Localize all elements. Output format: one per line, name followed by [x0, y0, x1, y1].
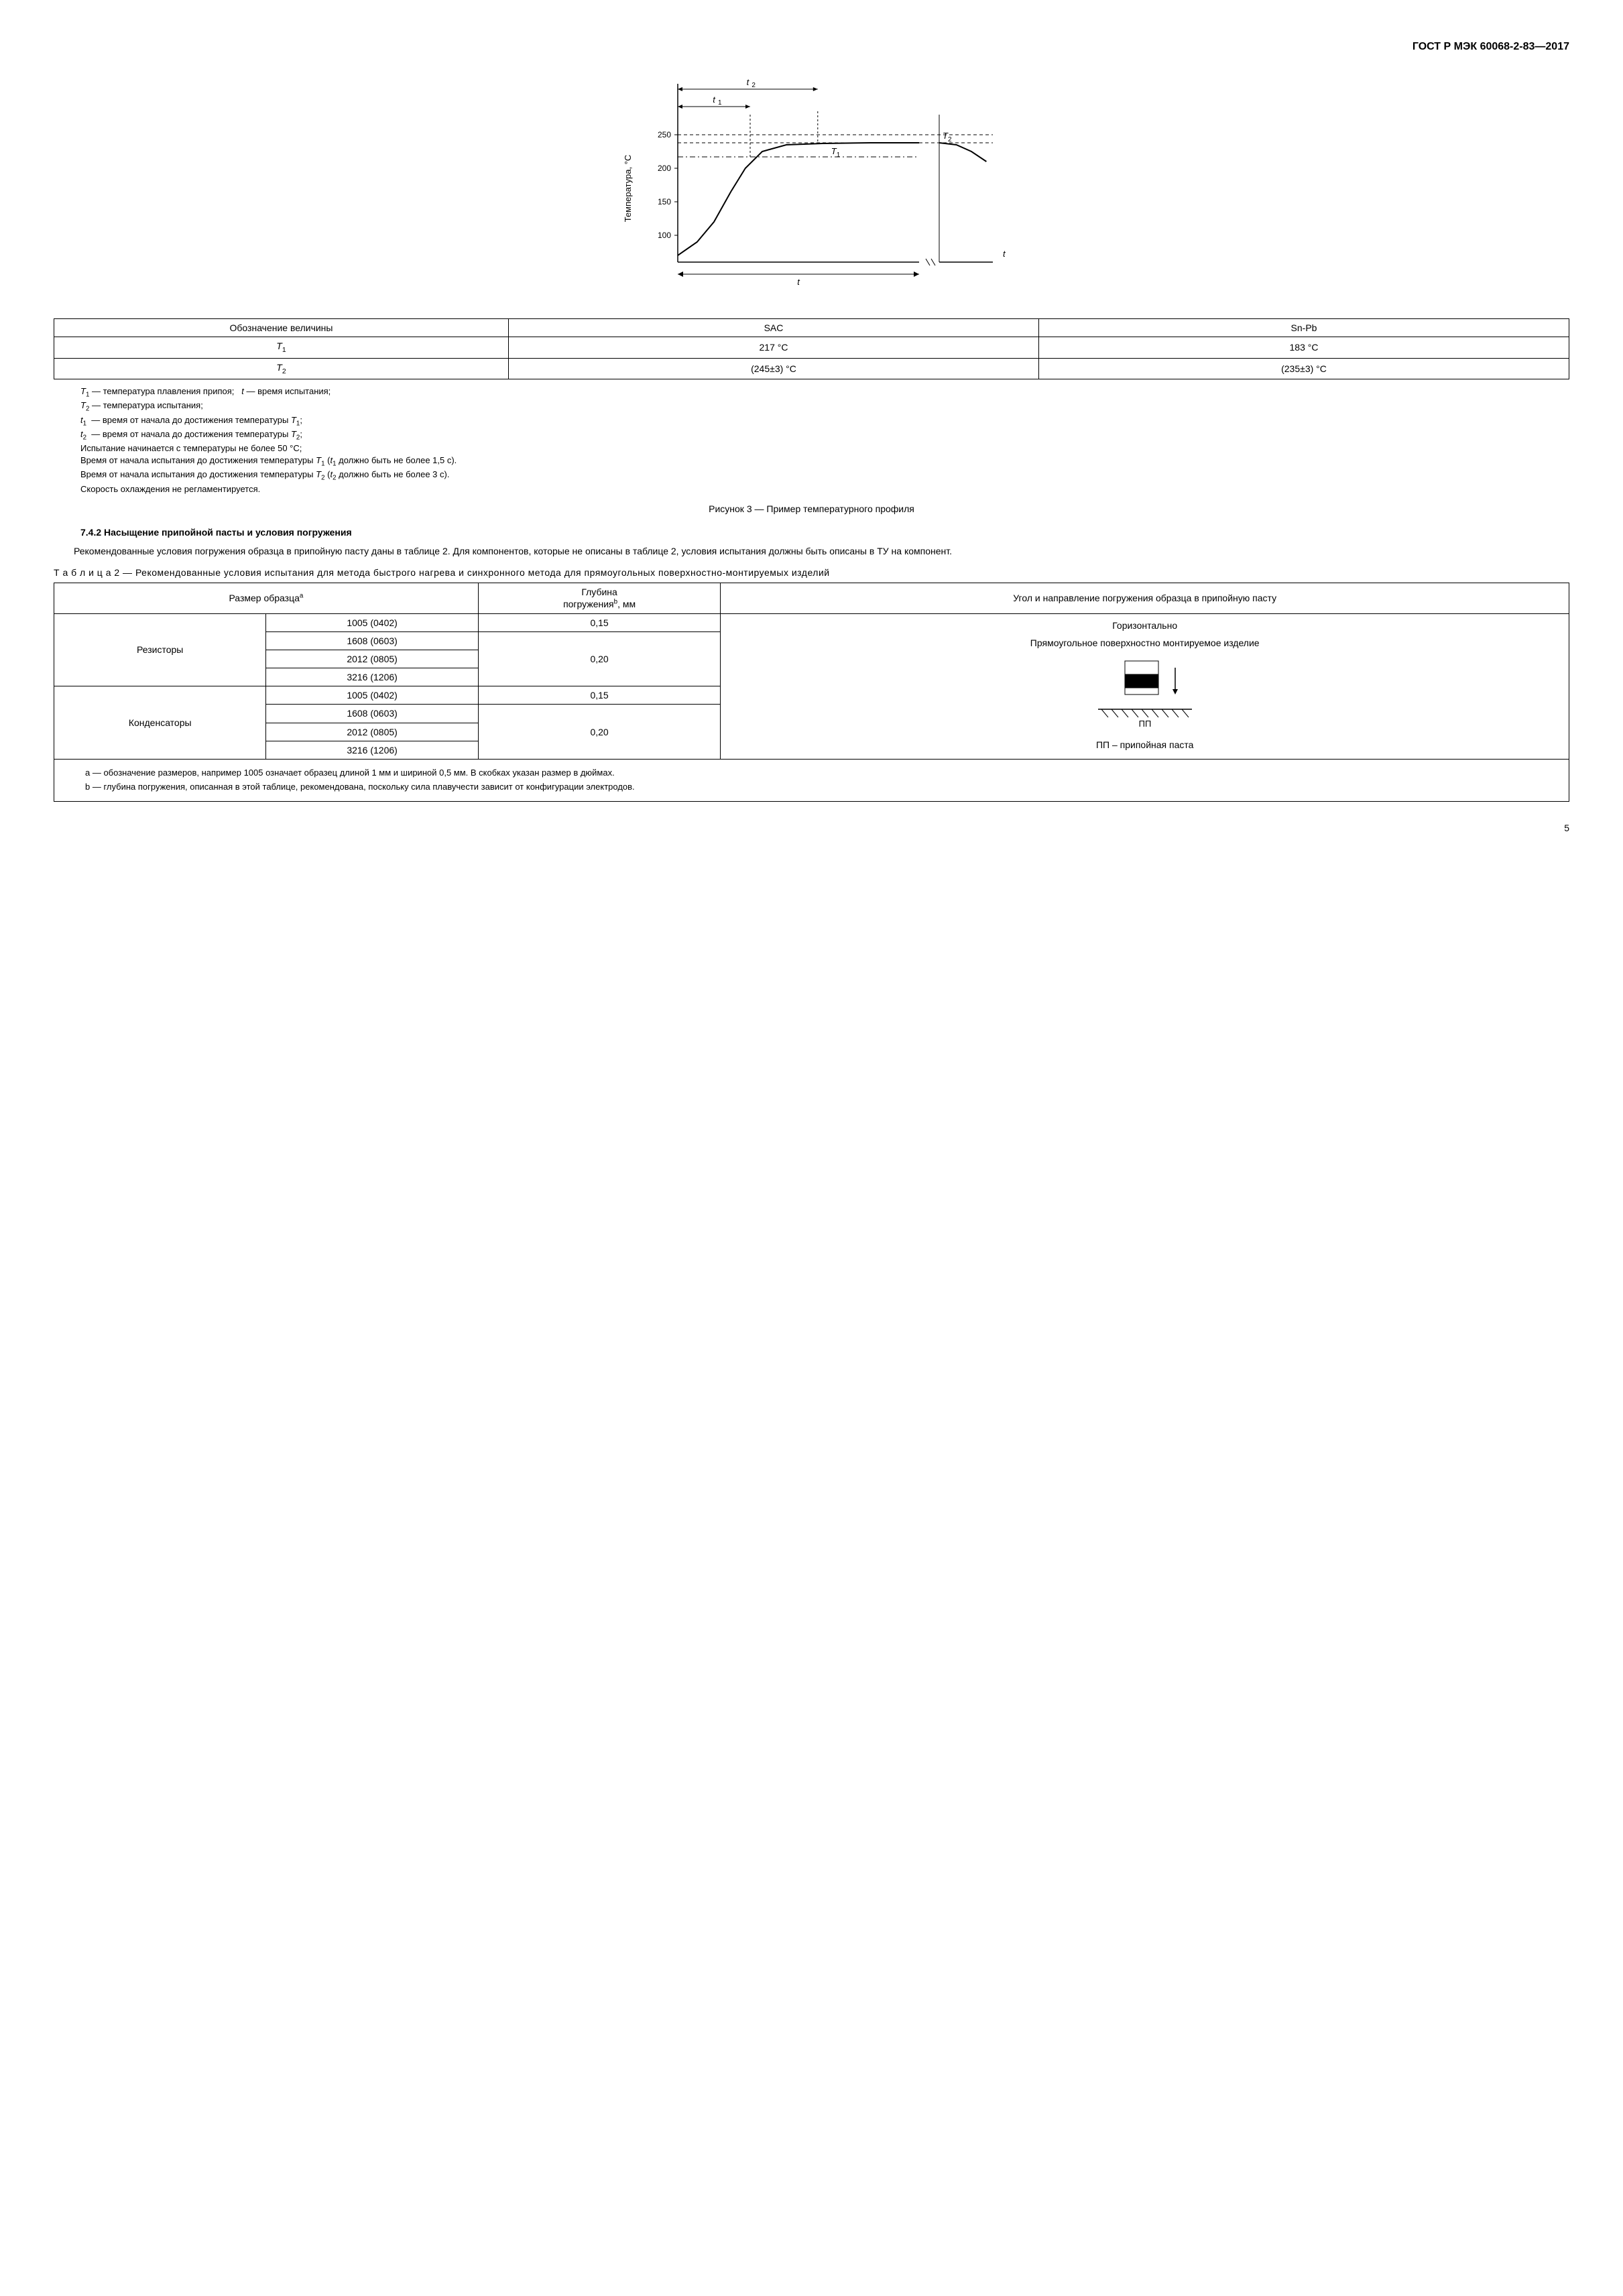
cell: 183 °С — [1039, 337, 1569, 358]
legend-line: t2 — время от начала до достижения темпе… — [80, 429, 1569, 442]
table-footnotes: a — обозначение размеров, например 1005 … — [54, 760, 1569, 802]
svg-text:t: t — [746, 77, 749, 87]
cell: T1 — [54, 337, 509, 358]
legend-line: Время от начала испытания до достижения … — [80, 455, 1569, 469]
legend-line: Время от начала испытания до достижения … — [80, 469, 1569, 483]
legend-line: T1 — температура плавления припоя; t — в… — [80, 386, 1569, 400]
svg-text:t: t — [713, 95, 716, 105]
chart-legend: T1 — температура плавления припоя; t — в… — [80, 386, 1569, 495]
legend-line: t1 — время от начала до достижения темпе… — [80, 415, 1569, 428]
orientation-diagram: ПП — [1058, 656, 1232, 736]
svg-text:t: t — [797, 277, 800, 287]
cell: 0,15 — [478, 613, 721, 631]
table-row: Резисторы 1005 (0402) 0,15 Горизонтально… — [54, 613, 1569, 631]
cell: (235±3) °С — [1039, 358, 1569, 379]
group-resistors: Резисторы — [54, 613, 266, 686]
cell: 1608 (0603) — [266, 631, 478, 650]
cell: 0,20 — [478, 705, 721, 760]
cell: 1005 (0402) — [266, 613, 478, 631]
svg-text:1: 1 — [718, 99, 722, 107]
cell: 3216 (1206) — [266, 668, 478, 686]
svg-text:Температура, °С: Температура, °С — [623, 155, 633, 223]
table-header-row: Размер образцаa Глубинапогруженияb, мм У… — [54, 583, 1569, 613]
svg-text:t: t — [1003, 249, 1006, 259]
table2-caption: Т а б л и ц а 2 — Рекомендованные услови… — [54, 566, 1569, 579]
table-header-row: Обозначение величины SAC Sn-Pb — [54, 318, 1569, 337]
orientation-subtitle: Прямоугольное поверхностно монтируемое и… — [727, 637, 1562, 649]
section-heading: 7.4.2 Насыщение припойной пасты и услови… — [80, 526, 1569, 538]
svg-text:150: 150 — [657, 197, 670, 206]
legend-line: T2 — температура испытания; — [80, 400, 1569, 414]
svg-text:ПП: ПП — [1138, 719, 1151, 729]
svg-text:1: 1 — [836, 152, 840, 159]
legend-line: Испытание начинается с температуры не бо… — [80, 443, 1569, 455]
immersion-conditions-table: Размер образцаa Глубинапогруженияb, мм У… — [54, 583, 1569, 760]
cell: 3216 (1206) — [266, 741, 478, 759]
svg-text:250: 250 — [657, 130, 670, 139]
svg-text:200: 200 — [657, 164, 670, 173]
th-orientation: Угол и направление погружения образца в … — [721, 583, 1569, 613]
cell: T2 — [54, 358, 509, 379]
th-size: Размер образцаa — [54, 583, 479, 613]
cell: 217 °С — [509, 337, 1039, 358]
pp-description: ПП – припойная паста — [727, 739, 1562, 751]
cell: 0,20 — [478, 631, 721, 686]
table-row: T1 217 °С 183 °С — [54, 337, 1569, 358]
cell: (245±3) °С — [509, 358, 1039, 379]
footnote: a — обозначение размеров, например 1005 … — [65, 768, 1558, 779]
th-quantity: Обозначение величины — [54, 318, 509, 337]
cell: 2012 (0805) — [266, 650, 478, 668]
orientation-title: Горизонтально — [727, 619, 1562, 631]
document-header: ГОСТ Р МЭК 60068-2-83—2017 — [54, 40, 1569, 54]
quantity-designation-table: Обозначение величины SAC Sn-Pb T1 217 °С… — [54, 318, 1569, 379]
cell: 0,15 — [478, 686, 721, 705]
svg-text:100: 100 — [657, 231, 670, 240]
figure-caption: Рисунок 3 — Пример температурного профил… — [54, 503, 1569, 515]
temperature-profile-chart: Температура, °С100150200250ttt1t2T1T2 — [54, 74, 1569, 305]
svg-text:2: 2 — [948, 136, 952, 143]
legend-line: Скорость охлаждения не регламентируется. — [80, 484, 1569, 495]
th-sac: SAC — [509, 318, 1039, 337]
page-number: 5 — [54, 822, 1569, 834]
body-paragraph: Рекомендованные условия погружения образ… — [54, 545, 1569, 557]
th-snpb: Sn-Pb — [1039, 318, 1569, 337]
th-depth: Глубинапогруженияb, мм — [478, 583, 721, 613]
cell: 2012 (0805) — [266, 723, 478, 741]
table-row: T2 (245±3) °С (235±3) °С — [54, 358, 1569, 379]
cell: 1005 (0402) — [266, 686, 478, 705]
cell: 1608 (0603) — [266, 705, 478, 723]
svg-text:2: 2 — [752, 82, 756, 89]
footnote: b — глубина погружения, описанная в этой… — [65, 782, 1558, 793]
group-capacitors: Конденсаторы — [54, 686, 266, 760]
orientation-cell: Горизонтально Прямоугольное поверхностно… — [721, 613, 1569, 760]
